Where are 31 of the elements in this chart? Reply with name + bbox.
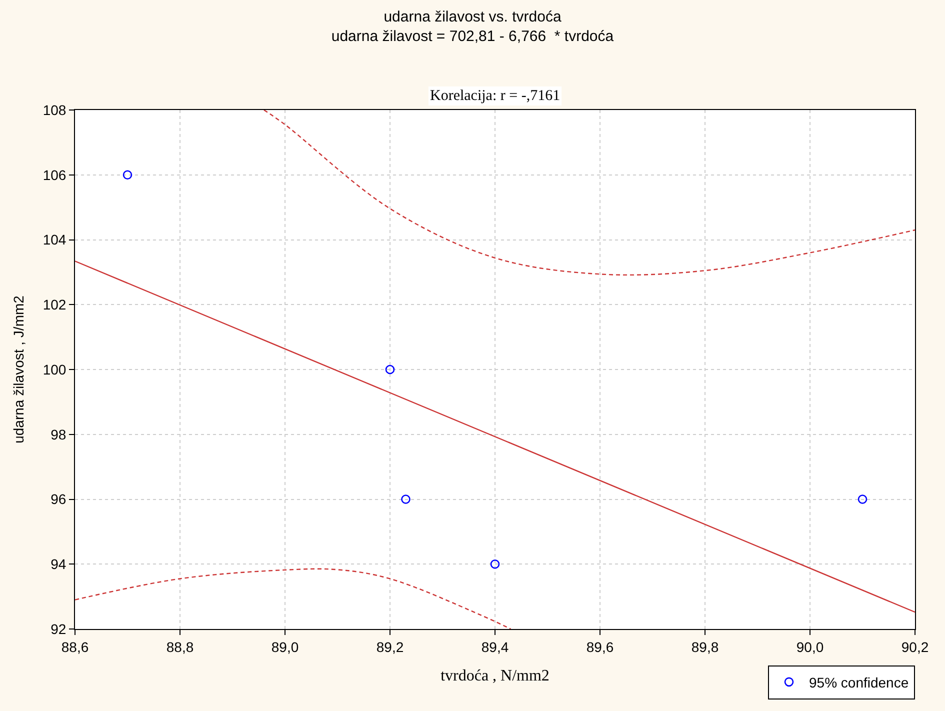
line-series xyxy=(263,110,915,276)
y-tick-label: 108 xyxy=(42,102,66,118)
point xyxy=(858,494,868,504)
point xyxy=(401,494,410,504)
y-tick-label: 92 xyxy=(50,620,66,637)
y-tick-label: 98 xyxy=(50,426,66,442)
line-series xyxy=(75,568,512,629)
point xyxy=(122,170,132,180)
y-axis-title: udarna žilavost , J/mm2 xyxy=(10,295,26,444)
point xyxy=(490,559,500,569)
text: Korelacija: r = -,7161 xyxy=(430,88,560,104)
y-tick-label: 100 xyxy=(42,361,66,378)
x-tick-label: 89,0 xyxy=(271,638,299,655)
y-tick-label: 94 xyxy=(50,556,66,572)
chart-subtitle: udarna žilavost = 702,81 - 6,766 * tvrdoća xyxy=(331,28,614,45)
y-tick-label: 104 xyxy=(42,232,66,248)
y-tick-label: 106 xyxy=(42,166,66,183)
point xyxy=(385,364,395,374)
x-tick-label: 90,2 xyxy=(901,638,929,655)
x-tick-label: 89,4 xyxy=(481,638,509,655)
x-tick-label: 89,8 xyxy=(691,638,719,655)
y-tick-label: 96 xyxy=(50,491,66,508)
y-tick-label: 102 xyxy=(42,296,66,313)
x-tick-label: 88,6 xyxy=(61,638,89,655)
legend-label: 95% confidence xyxy=(809,674,909,690)
x-axis-title: tvrdoća , N/mm2 xyxy=(440,668,550,684)
x-tick-label: 89,6 xyxy=(586,638,614,655)
chart-title: udarna žilavost vs. tvrdoća xyxy=(384,8,562,26)
x-tick-label: 90,0 xyxy=(796,638,824,655)
x-tick-label: 89,2 xyxy=(376,638,404,655)
x-tick-label: 88,8 xyxy=(166,638,194,655)
